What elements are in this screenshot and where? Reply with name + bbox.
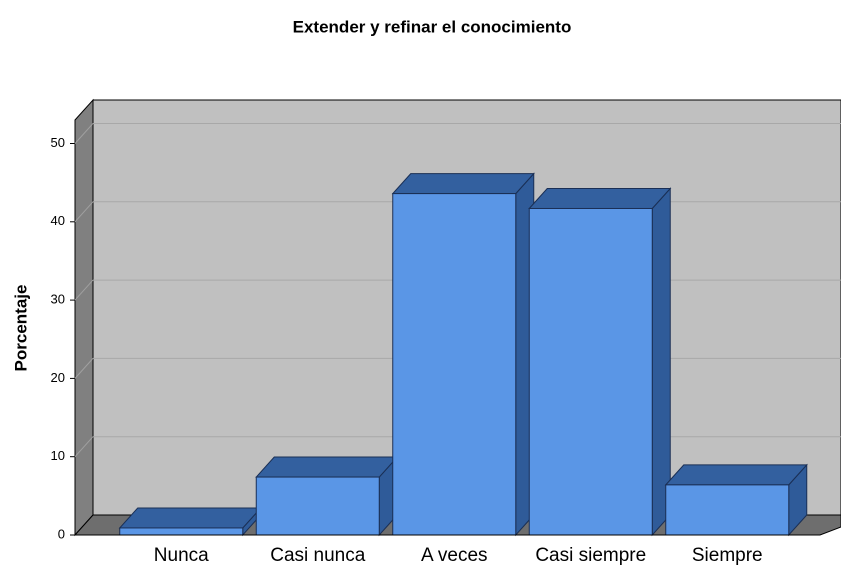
y-tick-label: 20 <box>51 370 65 385</box>
bar <box>255 476 380 536</box>
grid-line <box>74 279 94 301</box>
grid-line <box>74 123 94 144</box>
x-tick-label: Nunca <box>154 545 209 565</box>
y-tick-label: 30 <box>51 292 65 307</box>
bar <box>528 207 653 536</box>
bar-top <box>255 456 399 478</box>
x-tick-label: Siempre <box>692 545 763 565</box>
chart-title: Extender y refinar el conocimiento <box>293 17 572 36</box>
x-tick-label: Casi nunca <box>270 545 365 565</box>
bar-top <box>118 507 262 529</box>
y-tick-label: 40 <box>51 213 65 228</box>
x-tick-label: A veces <box>421 545 488 565</box>
y-tick-label: 50 <box>51 135 65 150</box>
y-tick-label: 0 <box>58 526 65 541</box>
x-tick-label: Casi siempre <box>535 545 646 565</box>
y-tick-label: 10 <box>51 448 65 463</box>
grid-line <box>74 436 94 458</box>
bar <box>119 527 244 536</box>
grid-line <box>74 358 94 379</box>
bar-top <box>528 187 672 209</box>
bar <box>392 193 517 536</box>
left-wall <box>74 98 94 537</box>
bar-top <box>664 464 808 486</box>
y-axis-title: Porcentaje <box>11 285 30 372</box>
grid-line <box>74 201 94 223</box>
bar-top <box>391 173 535 195</box>
bar <box>665 484 790 536</box>
